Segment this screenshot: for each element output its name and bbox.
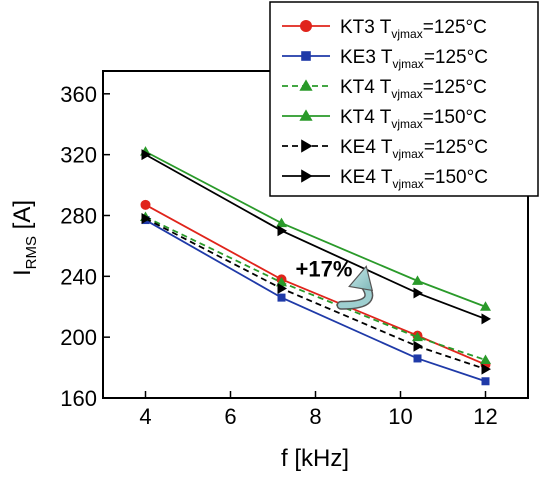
data-point [301,139,313,153]
annotation-label: +17% [296,256,353,281]
legend-entry: KT4 Tvjmax=150°C [282,107,487,131]
legend-entry: KE3 Tvjmax=125°C [282,47,488,71]
series-line [145,153,486,320]
x-tick-label: 8 [309,404,321,429]
axis-ticks: 4 6 8 10 12 160 200 240 280 320 360 [60,82,497,429]
legend-label: KT4 Tvjmax=150°C [340,107,487,131]
legend: KT3 Tvjmax=125°C KE3 Tvjmax=125°C KT4 Tvjm… [269,1,539,197]
legend-label: KT3 Tvjmax=125°C [340,17,487,41]
series-line [145,216,486,361]
series-line [145,204,486,366]
data-point [413,287,423,299]
legend-label: KE3 Tvjmax=125°C [340,47,488,71]
data-point [299,109,313,121]
y-tick-label: 200 [60,325,97,350]
data-point [481,363,491,375]
series-line [145,150,486,308]
series-line [145,219,486,383]
legend-label: KE4 Tvjmax=150°C [340,167,488,191]
arrow-head [348,265,374,292]
data-point [277,282,287,294]
data-point [413,354,422,363]
legend-box [269,1,539,197]
data-point [299,79,313,91]
legend-entry: KT4 Tvjmax=125°C [282,77,487,101]
series-4 [140,146,491,311]
legend-label: KT4 Tvjmax=125°C [340,77,487,101]
data-point [276,217,287,228]
x-tick-label: 4 [139,404,151,429]
data-point [141,149,151,161]
legend-label: KE4 Tvjmax=125°C [340,137,488,161]
series-5 [141,213,491,375]
y-tick-label: 360 [60,82,97,107]
y-tick-label: 280 [60,203,97,228]
data-point [277,225,287,237]
data-point [300,20,312,32]
legend-entry: KE4 Tvjmax=150°C [282,167,488,191]
data-point [481,313,491,325]
x-tick-label: 6 [224,404,236,429]
x-tick-label: 12 [473,404,497,429]
annotation-layer: +17% [296,256,374,310]
series-3 [140,211,491,364]
data-point [481,377,490,386]
series-layer [140,146,491,386]
legend-entry: KT3 Tvjmax=125°C [282,17,487,41]
series-6 [141,149,491,325]
data-point [140,199,151,210]
data-point [413,340,423,352]
data-point [277,293,286,302]
data-point [301,51,311,61]
data-point [301,169,313,183]
y-tick-label: 240 [60,264,97,289]
x-tick-label: 10 [388,404,412,429]
x-axis-label: f [kHz] [281,445,349,472]
y-tick-label: 160 [60,386,97,411]
series-1 [140,199,491,370]
data-point [480,354,491,364]
y-tick-label: 320 [60,143,97,168]
data-point [141,213,151,225]
y-axis-label: IRMS [A] [9,200,40,276]
data-point [480,301,491,311]
legend-entry: KE4 Tvjmax=125°C [282,137,488,161]
data-point [412,275,423,285]
data-point [412,331,423,342]
